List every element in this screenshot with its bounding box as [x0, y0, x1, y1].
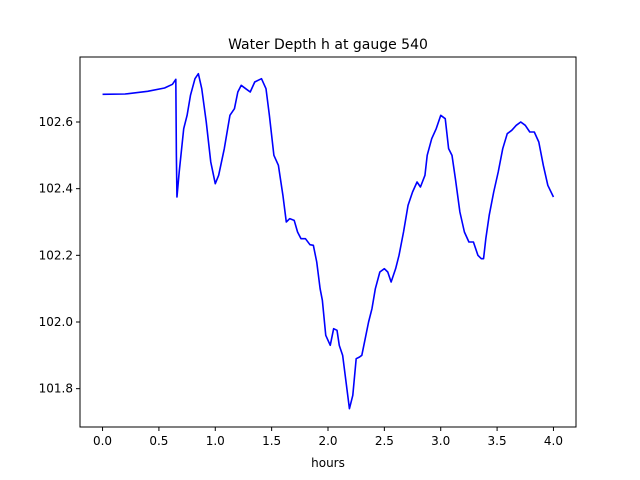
x-tick-label: 0.0: [93, 434, 112, 448]
x-axis-label: hours: [311, 456, 345, 470]
series-line-0: [102, 72, 555, 410]
y-tick-label: 102.6: [39, 115, 73, 129]
x-tick-label: 4.0: [544, 434, 563, 448]
y-tick-label: 101.8: [39, 382, 73, 396]
x-axis: 0.0 0.5 1.0 1.5 2.0 2.5 3.0 3.5 4.0: [93, 427, 563, 448]
x-tick-label: 1.5: [262, 434, 281, 448]
y-tick-label: 102.0: [39, 315, 73, 329]
y-tick-label: 102.4: [39, 182, 73, 196]
y-axis: 101.8 102.0 102.2 102.4 102.6: [39, 115, 80, 396]
x-tick-label: 1.0: [206, 434, 225, 448]
x-tick-label: 2.5: [375, 434, 394, 448]
plot-area: [102, 72, 555, 410]
x-tick-label: 2.0: [318, 434, 337, 448]
x-tick-label: 0.5: [149, 434, 168, 448]
x-tick-label: 3.5: [488, 434, 507, 448]
chart-title: Water Depth h at gauge 540: [228, 37, 428, 53]
y-tick-label: 102.2: [39, 248, 73, 262]
x-tick-label: 3.0: [431, 434, 450, 448]
